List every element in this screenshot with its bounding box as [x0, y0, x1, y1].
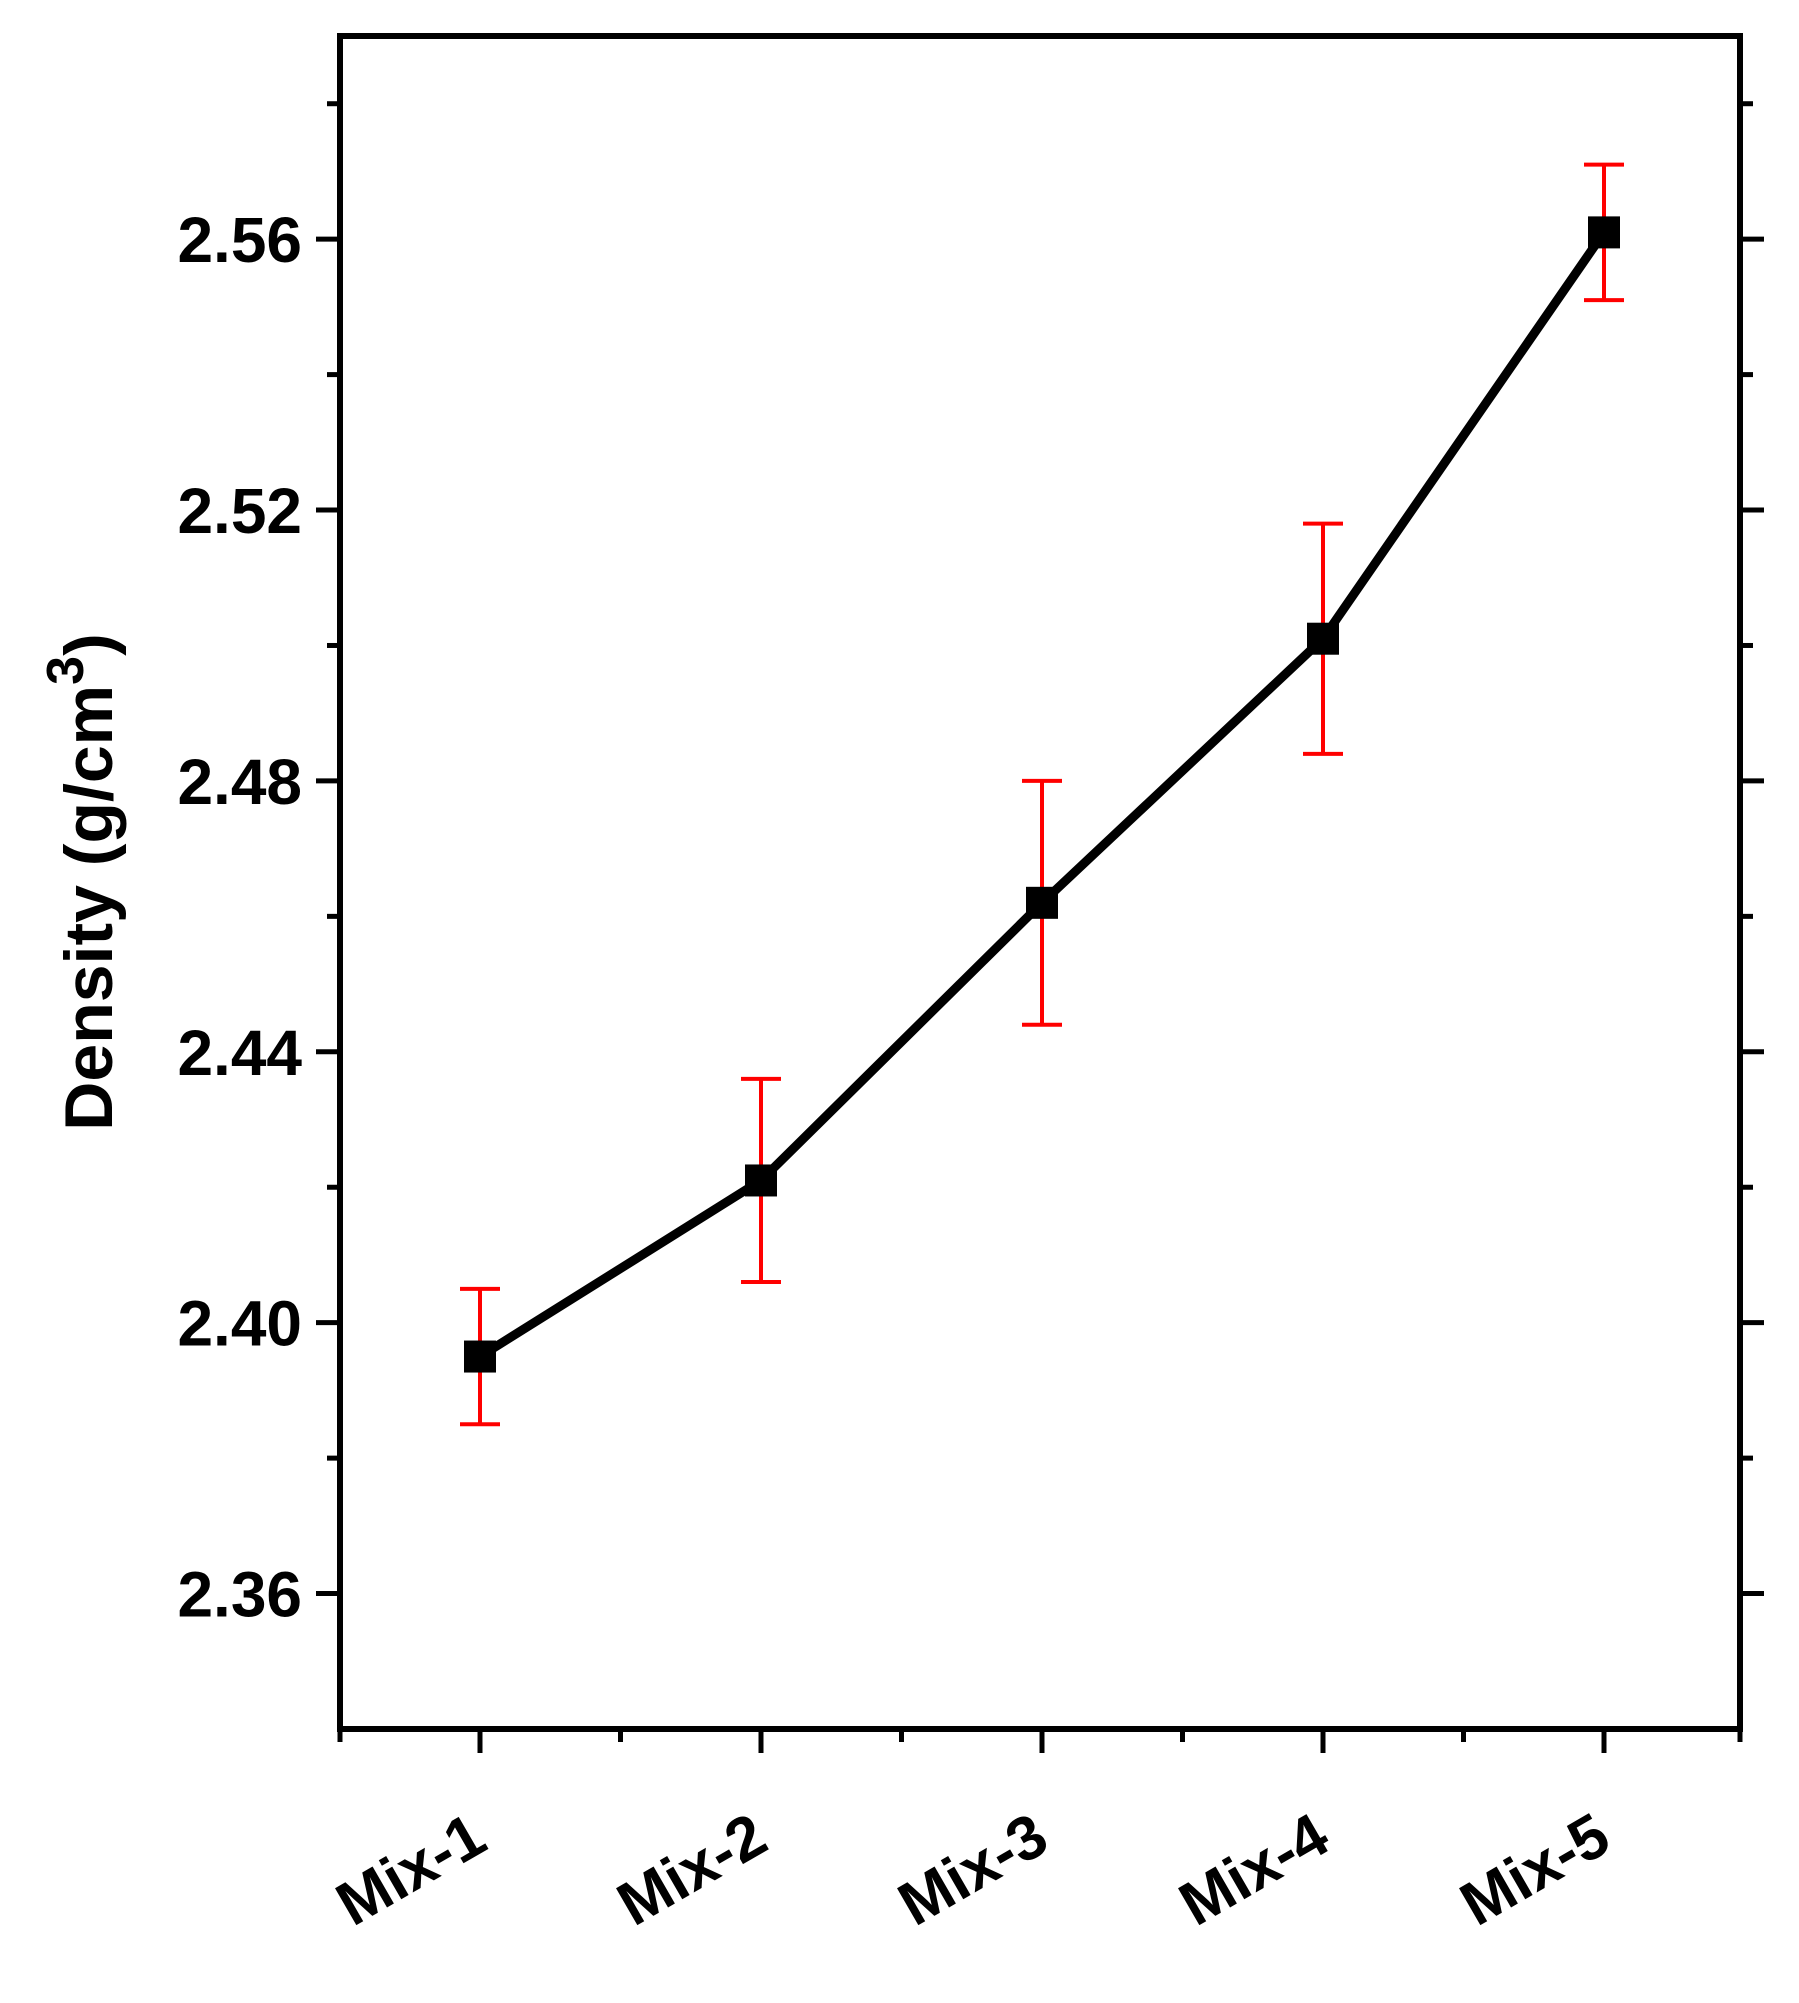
x-tick-label: Mix-1	[325, 1800, 497, 1939]
data-point	[1026, 886, 1058, 919]
data-point	[464, 1340, 496, 1373]
x-tick-label: Mix-5	[1449, 1800, 1621, 1939]
x-tick-label: Mix-2	[606, 1800, 778, 1939]
y-axis-label-suffix: )	[51, 633, 127, 656]
y-tick-label: 2.56	[177, 204, 302, 276]
y-tick-label: 2.36	[177, 1559, 302, 1631]
y-axis-label-superscript: 3	[37, 656, 95, 685]
x-tick-label: Mix-4	[1168, 1800, 1340, 1939]
y-axis-label: Density (g/cm3)	[37, 633, 127, 1130]
y-tick-labels: 2.36 2.40 2.44 2.48 2.52 2.56	[177, 204, 302, 1630]
y-tick-label: 2.52	[177, 475, 302, 547]
data-point	[1307, 622, 1339, 655]
data-point	[1588, 216, 1620, 249]
y-axis-label-main: Density (g/cm	[51, 685, 127, 1131]
ticks	[316, 101, 1764, 1753]
series	[460, 162, 1624, 1427]
y-tick-label: 2.40	[177, 1288, 302, 1360]
y-tick-label: 2.44	[177, 1017, 302, 1089]
y-tick-label: 2.48	[177, 746, 302, 818]
x-tick-labels: Mix-1 Mix-2 Mix-3 Mix-4 Mix-5	[325, 1800, 1621, 1939]
data-point	[745, 1164, 777, 1197]
x-tick-label: Mix-3	[887, 1800, 1059, 1939]
